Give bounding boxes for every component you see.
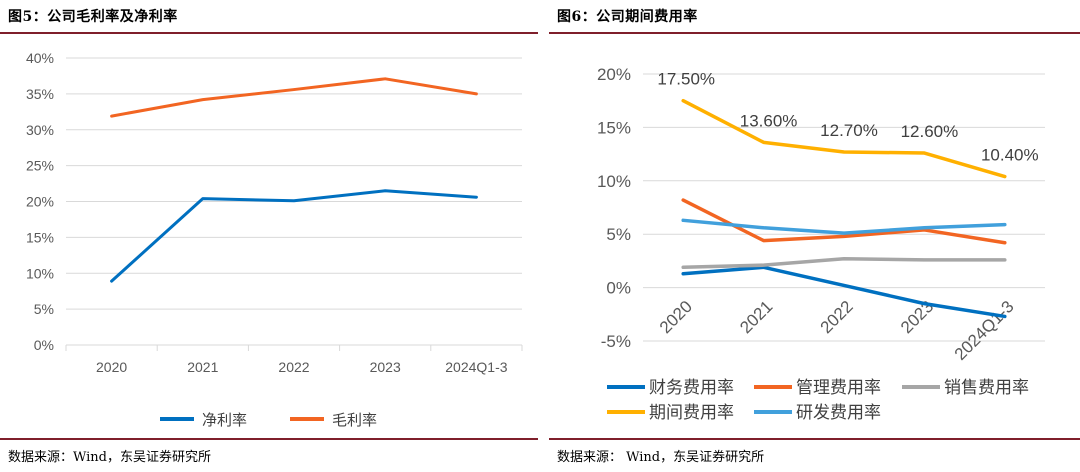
legend-label: 销售费用率 (944, 378, 1029, 398)
legend-label: 管理费用率 (796, 378, 881, 398)
x-tick-label: 2020 (656, 297, 696, 337)
data-label: 17.50% (657, 70, 715, 89)
figure-6-panel: 图6：公司期间费用率 -5% 0% 5% 10% 15% 20% 2020 2021 2022 2… (549, 0, 1080, 472)
y-tick-label: 40% (26, 50, 54, 66)
data-label: 12.70% (820, 121, 878, 140)
data-label: 12.60% (901, 122, 959, 141)
y-tick-label: 5% (606, 225, 631, 244)
series-line-1 (110, 77, 478, 118)
data-label: 13.60% (740, 111, 798, 130)
legend-label: 毛利率 (332, 411, 377, 429)
y-tick-label: 25% (26, 158, 54, 174)
title-rule (0, 32, 538, 34)
x-tick-label: 2021 (736, 297, 776, 337)
y-tick-label: 0% (606, 279, 631, 298)
legend-label: 研发费用率 (796, 403, 881, 423)
series-line-0 (681, 265, 1007, 319)
x-tick-label: 2020 (96, 359, 127, 375)
title-rule (549, 32, 1080, 34)
y-tick-label: 5% (34, 301, 54, 317)
data-label: 10.40% (981, 146, 1039, 165)
y-tick-label: 20% (26, 194, 54, 210)
series-line-2 (681, 257, 1007, 270)
series-line-4 (681, 218, 1007, 235)
x-tick-label: 2024Q1-3 (445, 359, 507, 375)
x-tick-label: 2022 (817, 297, 857, 337)
y-tick-label: 30% (26, 122, 54, 138)
series-line-1 (681, 198, 1007, 245)
figure-5-panel: 图5：公司毛利率及净利率 0% 5% 10% 15% 20% 25% 30% 35% 40% 20… (0, 0, 538, 472)
series-line-0 (110, 189, 478, 283)
y-tick-label: 15% (26, 229, 54, 245)
y-tick-label: 35% (26, 86, 54, 102)
legend-label: 财务费用率 (649, 378, 734, 398)
y-tick-label: -5% (601, 332, 631, 351)
y-tick-label: 0% (34, 337, 54, 353)
margin-chart: 0% 5% 10% 15% 20% 25% 30% 35% 40% 2020 2021 2022 202… (26, 50, 523, 429)
legend-label: 期间费用率 (649, 403, 734, 423)
legend-label: 净利率 (202, 411, 247, 429)
source-rule (549, 438, 1080, 440)
x-tick-label: 2024Q1-3 (951, 297, 1018, 364)
figure-6-source: 数据来源： Wind，东吴证券研究所 (557, 450, 765, 465)
x-tick-label: 2021 (187, 359, 218, 375)
x-tick-label: 2022 (278, 359, 309, 375)
y-tick-label: 15% (597, 118, 631, 137)
series-line-3 (681, 98, 1007, 179)
source-rule (0, 438, 538, 440)
figure-6-title: 图6：公司期间费用率 (557, 9, 698, 25)
expense-ratio-chart: -5%0%5%10%15%20%2020 2021 2022 2023 2024Q1-3… (597, 65, 1045, 423)
x-tick-label: 2023 (370, 359, 401, 375)
y-tick-label: 10% (597, 172, 631, 191)
figure-5-source: 数据来源：Wind，东吴证券研究所 (8, 450, 211, 465)
figure-5-title: 图5：公司毛利率及净利率 (8, 9, 178, 25)
y-tick-label: 20% (597, 65, 631, 84)
y-tick-label: 10% (26, 265, 54, 281)
